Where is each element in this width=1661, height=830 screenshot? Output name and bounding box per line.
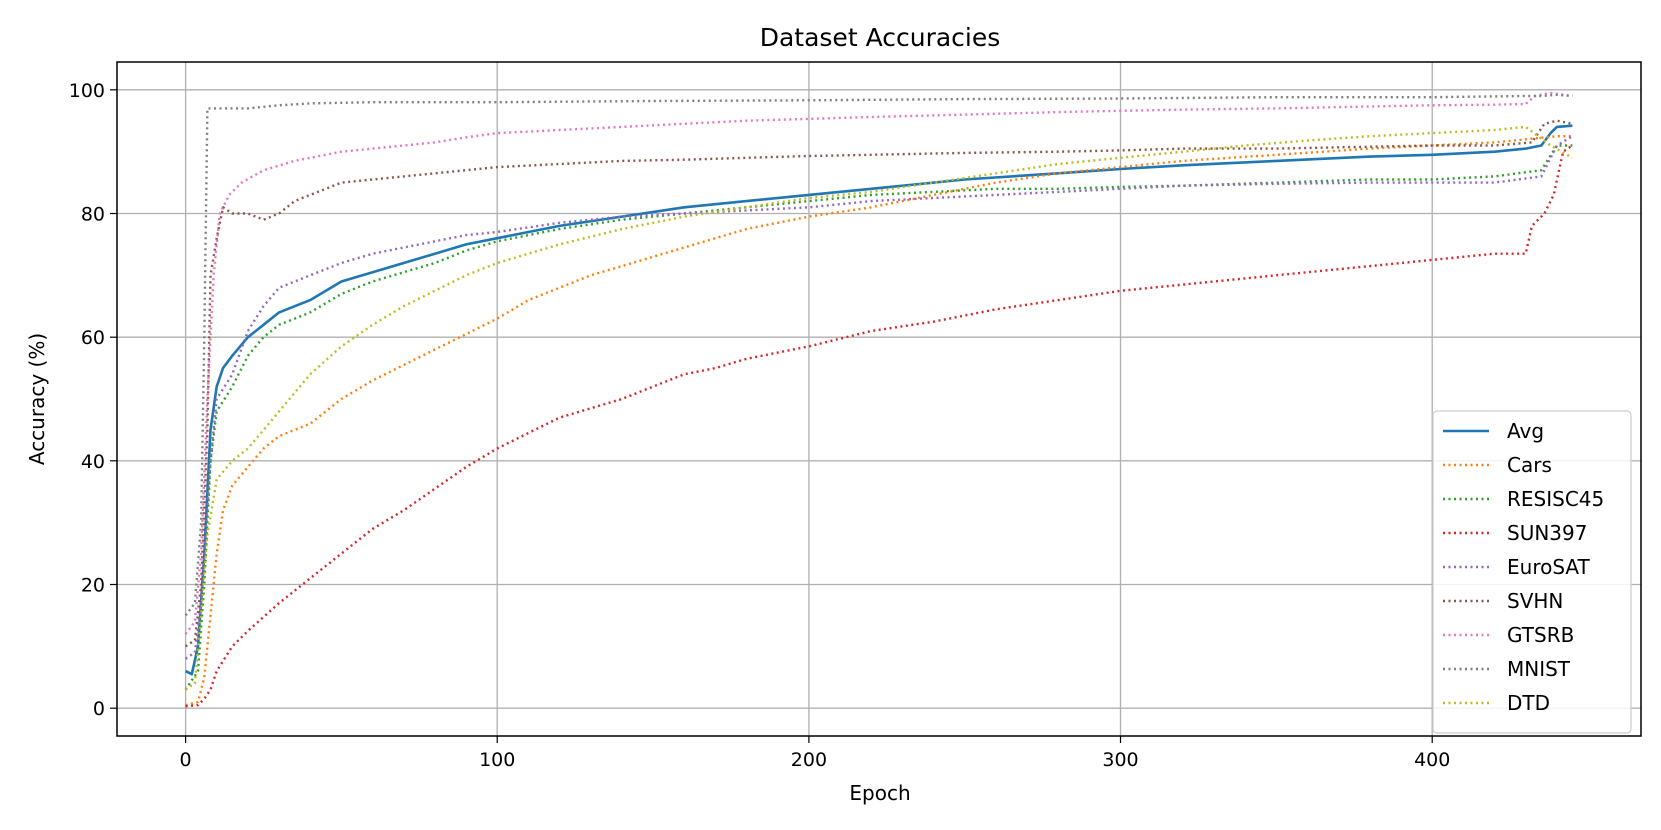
series-line-gtsrb	[184, 91, 1573, 635]
legend-label-svhn: SVHN	[1507, 589, 1563, 613]
legend-label-sun397: SUN397	[1507, 521, 1587, 545]
axis-ticks: 0 100 200 300 400 0 20 40 60 80 100	[69, 80, 1451, 771]
legend-label-cars: Cars	[1507, 453, 1552, 477]
series-line-sun397	[185, 144, 1574, 708]
x-tick-label: 400	[1414, 749, 1450, 771]
series-lines	[184, 91, 1574, 708]
series-line-avg	[185, 124, 1573, 676]
series-line-svhn	[184, 119, 1573, 648]
y-axis-label: Accuracy (%)	[25, 333, 49, 465]
legend-label-avg: Avg	[1507, 419, 1544, 443]
x-tick-label: 0	[180, 749, 192, 771]
legend-box	[1432, 410, 1632, 734]
y-tick-label: 60	[81, 327, 105, 349]
x-tick-label: 100	[479, 749, 515, 771]
x-tick-label: 300	[1102, 749, 1138, 771]
y-tick-label: 100	[69, 80, 105, 102]
chart-title: Dataset Accuracies	[760, 23, 1001, 52]
plot-frame	[116, 61, 1642, 737]
y-tick-label: 0	[93, 698, 105, 720]
series-line-cars	[185, 134, 1573, 707]
y-tick-label: 40	[81, 451, 105, 473]
x-tick-label: 200	[791, 749, 827, 771]
legend: Avg Cars RESISC45 SUN397 EuroSAT SVHN GTSRB MNI…	[1432, 410, 1632, 734]
gridlines	[117, 62, 1641, 736]
x-axis-label: Epoch	[849, 781, 910, 805]
series-line-dtd	[184, 125, 1573, 691]
legend-label-mnist: MNIST	[1507, 657, 1571, 681]
series-line-mnist	[184, 93, 1573, 617]
legend-label-gtsrb: GTSRB	[1507, 623, 1574, 647]
legend-label-resisc45: RESISC45	[1507, 487, 1604, 511]
y-tick-label: 80	[81, 204, 105, 226]
series-line-eurosat	[184, 135, 1574, 660]
legend-label-eurosat: EuroSAT	[1507, 555, 1591, 579]
legend-label-dtd: DTD	[1507, 691, 1550, 715]
y-tick-label: 20	[81, 575, 105, 597]
